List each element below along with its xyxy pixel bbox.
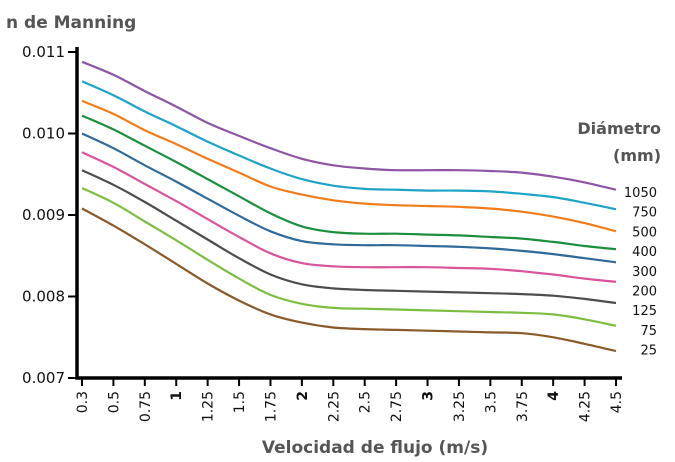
x-tick-label: 1.75 (263, 391, 279, 422)
series-label-75: 75 (640, 324, 657, 339)
x-axis-title: Velocidad de flujo (m/s) (262, 438, 488, 458)
series-label-400: 400 (632, 245, 657, 260)
x-tick-label: 1 (169, 391, 185, 401)
series-label-25: 25 (640, 344, 657, 359)
series-line-750 (81, 80, 617, 211)
y-tick-label: 0.008 (22, 288, 65, 306)
x-tick-label: 4 (546, 391, 562, 401)
x-tick-label: 3.5 (483, 391, 499, 413)
series-line-200 (81, 151, 617, 283)
x-tick-label: 2.75 (389, 391, 405, 422)
x-tick-label: 2.25 (326, 391, 342, 422)
x-tick-label: 1.5 (232, 391, 248, 413)
legend-title-line1: Diámetro (577, 119, 661, 138)
series-label-500: 500 (632, 225, 657, 240)
series-labels: 1050 750 500 400 300 200 125 75 25 (624, 186, 657, 359)
series-curves (81, 60, 617, 353)
series-line-400 (81, 114, 617, 251)
x-tick-label: 0.3 (75, 391, 91, 413)
y-tick-label: 0.011 (22, 43, 65, 61)
series-line-25 (81, 207, 617, 353)
x-tick-label: 3 (421, 391, 437, 401)
x-tick-label: 0.75 (138, 391, 154, 422)
x-tick-label: 0.5 (106, 391, 122, 413)
series-line-500 (81, 99, 617, 233)
series-label-300: 300 (632, 265, 657, 280)
series-label-750: 750 (632, 206, 657, 221)
axis-lines (75, 47, 622, 380)
x-tick-label: 3.25 (452, 391, 468, 422)
series-line-75 (81, 187, 617, 327)
x-tick-label: 2 (295, 391, 311, 401)
series-label-125: 125 (632, 304, 657, 319)
series-line-300 (81, 132, 617, 264)
x-tick-label: 2.5 (358, 391, 374, 413)
y-axis-title: n de Manning (6, 13, 136, 33)
series-line-125 (81, 169, 617, 305)
x-tick-label: 3.75 (515, 391, 531, 422)
series-label-200: 200 (632, 285, 657, 300)
y-tick-label: 0.007 (22, 369, 65, 387)
y-tick-label: 0.009 (22, 206, 65, 224)
legend-title-line2: (mm) (613, 146, 661, 165)
x-tick-label: 1.25 (201, 391, 217, 422)
y-tick-label: 0.010 (22, 125, 65, 143)
y-axis-ticks: 0.007 0.008 0.009 0.010 0.011 (22, 43, 77, 387)
x-tick-label: 4.25 (578, 391, 594, 422)
x-axis-ticks: 0.3 0.5 0.75 1 1.25 1.5 1.75 2 2.25 2.5 2.75 3 3.25 3… (75, 378, 625, 422)
series-label-1050: 1050 (624, 186, 657, 201)
x-tick-label: 4.5 (609, 391, 625, 413)
series-line-1050 (81, 60, 617, 191)
